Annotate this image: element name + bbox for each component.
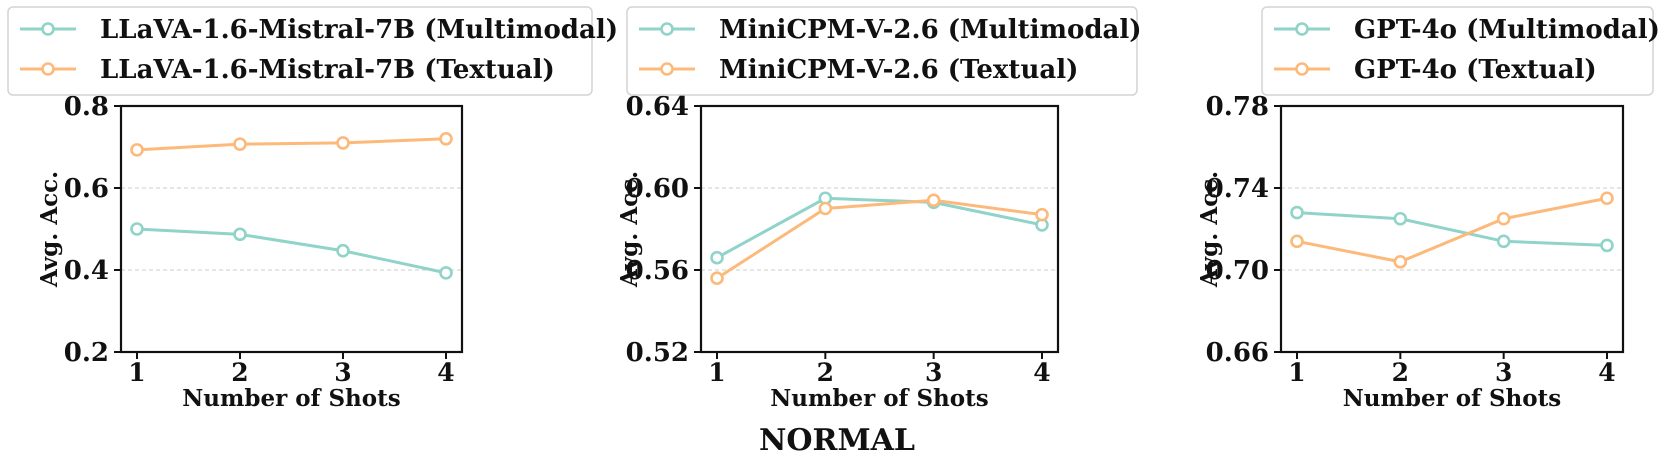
legend-marker	[41, 62, 55, 76]
data-point	[439, 132, 453, 146]
legend: GPT-4o (Multimodal) GPT-4o (Textual)	[1261, 6, 1660, 96]
x-tick-label: 1	[128, 358, 145, 387]
data-point	[1600, 191, 1614, 206]
legend-marker	[660, 22, 674, 36]
legend: LLaVA-1.6-Mistral-7B (Multimodal) LLaVA-1…	[7, 6, 618, 96]
x-tick-label: 4	[1033, 358, 1050, 387]
legend-frame	[7, 6, 593, 96]
data-point	[1035, 207, 1049, 222]
legend-label: LLaVA-1.6-Mistral-7B (Multimodal)	[100, 15, 618, 45]
data-point	[130, 222, 144, 236]
y-axis-label: Avg. Acc.	[616, 171, 643, 288]
x-tick-label: 3	[334, 358, 351, 387]
x-tick-label: 1	[708, 358, 725, 387]
data-point	[1393, 254, 1408, 269]
x-tick-label: 1	[1288, 358, 1305, 387]
plot-frame	[699, 104, 1060, 354]
y-tick-label: 0.66	[1206, 338, 1269, 368]
x-tick-label: 4	[1598, 358, 1615, 387]
y-tick-label: 0.52	[626, 338, 689, 368]
x-tick-label: 2	[231, 358, 248, 387]
data-point	[130, 143, 144, 157]
data-point	[1496, 234, 1511, 249]
series-line-multimodal	[136, 227, 447, 275]
series-line-textual	[136, 137, 447, 152]
legend: MiniCPM-V-2.6 (Multimodal) MiniCPM-V-2.6 …	[626, 6, 1142, 96]
x-axis-label: Number of Shots	[770, 385, 988, 412]
data-point	[1290, 205, 1304, 220]
legend-marker	[660, 62, 674, 76]
series-line-textual	[1296, 196, 1608, 264]
legend-label: GPT-4o (Multimodal)	[1354, 15, 1660, 45]
y-axis-label: Avg. Acc.	[1196, 171, 1223, 288]
y-tick-label: 0.56	[626, 256, 689, 286]
x-axis-label: Number of Shots	[182, 385, 400, 412]
data-point	[926, 193, 941, 208]
x-axis-label: Number of Shots	[1343, 385, 1561, 412]
data-point	[1393, 211, 1408, 226]
legend-label: MiniCPM-V-2.6 (Textual)	[719, 55, 1078, 85]
legend-marker	[1295, 22, 1309, 36]
legend-frame	[626, 6, 1138, 96]
data-point	[1290, 234, 1304, 249]
data-point	[710, 271, 724, 286]
x-tick-label: 3	[925, 358, 942, 387]
legend-marker	[41, 22, 55, 36]
y-tick-label: 0.2	[64, 338, 109, 368]
y-tick-label: 0.70	[1206, 256, 1269, 286]
chart-2: 0.52 0.56 0.60 0.64 1 2 3 4 Number of Shots Avg. …	[616, 6, 1142, 412]
y-tick-label: 0.74	[1206, 174, 1269, 204]
data-point	[439, 266, 453, 280]
x-tick-label: 2	[1392, 358, 1409, 387]
y-tick-label: 0.8	[64, 92, 109, 122]
legend-label: LLaVA-1.6-Mistral-7B (Textual)	[100, 55, 555, 85]
data-point	[1496, 211, 1511, 226]
legend-label: GPT-4o (Textual)	[1354, 55, 1597, 85]
x-tick-label: 2	[817, 358, 834, 387]
legend-frame	[1261, 6, 1654, 96]
y-tick-label: 0.6	[64, 174, 109, 204]
data-point	[233, 227, 247, 242]
series-line-textual	[716, 198, 1043, 280]
figure-title: NORMAL	[759, 423, 915, 458]
chart-1: 0.2 0.4 0.6 0.8 1 2 3 4 Number of Shots Avg. Acc.…	[7, 6, 618, 412]
y-tick-label: 0.4	[64, 256, 109, 286]
y-tick-label: 0.60	[626, 174, 689, 204]
x-tick-label: 3	[1495, 358, 1512, 387]
data-point	[1600, 238, 1614, 253]
y-tick-label: 0.78	[1206, 92, 1269, 122]
y-tick-label: 0.64	[626, 92, 689, 122]
legend-marker	[1295, 62, 1309, 76]
plot-frame	[1279, 104, 1625, 354]
data-point	[233, 137, 247, 151]
y-axis-label: Avg. Acc.	[36, 171, 63, 288]
chart-3: 0.66 0.70 0.74 0.78 1 2 3 4 Number of Shots Avg. …	[1196, 6, 1660, 412]
plot-frame	[119, 104, 464, 354]
data-point	[710, 250, 724, 265]
series-line-multimodal	[1296, 211, 1608, 247]
data-point	[336, 243, 350, 258]
series-line-multimodal	[716, 196, 1043, 260]
data-point	[336, 136, 350, 150]
data-point	[818, 201, 833, 216]
legend-label: MiniCPM-V-2.6 (Multimodal)	[719, 15, 1142, 45]
x-tick-label: 4	[437, 358, 454, 387]
